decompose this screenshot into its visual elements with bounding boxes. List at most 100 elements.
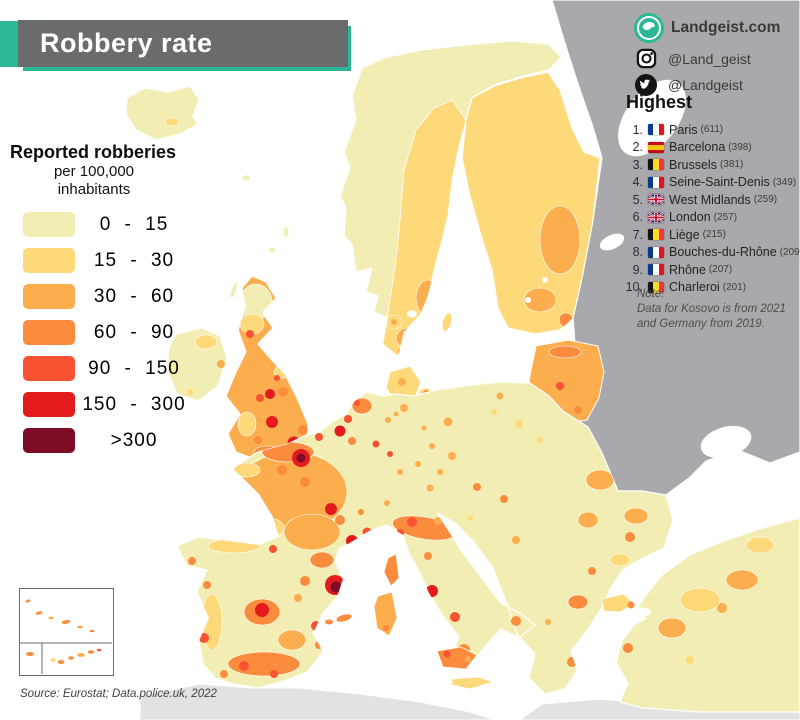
highest-region-value: (381) <box>719 159 744 171</box>
region-finland <box>461 71 601 335</box>
highest-entry: 7. Liège (215) <box>622 226 800 244</box>
note-line-1: Note: <box>637 288 665 300</box>
highest-rank: 5. <box>632 192 643 207</box>
note-line-3: and Germany from 2019. <box>637 318 765 330</box>
legend-swatch <box>23 428 75 453</box>
region-scandinavia <box>339 40 562 357</box>
highest-entry: 8. Bouches-du-Rhône(209) <box>622 244 800 262</box>
highest-region-value: (259) <box>753 194 778 206</box>
highest-rows: 1. Paris (611) 2. Barcelona (398) 3. Brussels (3… <box>622 121 800 296</box>
branding-website-row: Landgeist.com <box>634 13 780 43</box>
highest-rank: 8. <box>632 245 643 260</box>
region-turkey <box>601 517 800 713</box>
legend-item: 30 - 60 <box>8 284 204 309</box>
highest-region-value: (215) <box>702 229 726 241</box>
highest-region-name: Brussels <box>669 157 717 172</box>
highest-region-name: Paris <box>669 122 698 137</box>
legend-label: 90 - 150 <box>88 357 180 379</box>
highest-heading: Highest <box>626 92 693 112</box>
legend-swatch <box>23 320 75 345</box>
highest-region-name: Rhône <box>669 262 706 277</box>
website-label: Landgeist.com <box>671 19 781 36</box>
flag-icon-be <box>648 229 664 241</box>
highest-rank: 2. <box>632 140 643 155</box>
highest-region-value: (349) <box>772 176 797 188</box>
title-accent-tab <box>0 21 18 67</box>
flag-icon-fr <box>648 176 664 188</box>
highest-entry: 5. West Midlands (259) <box>622 191 800 209</box>
data-note: Note: Data for Kosovo is from 2021 and G… <box>637 287 786 332</box>
landgeist-logo-icon <box>634 13 664 43</box>
legend-item: 150 - 300 <box>8 392 204 417</box>
highest-entry: 2. Barcelona (398) <box>622 139 800 157</box>
highest-rank: 6. <box>632 210 643 225</box>
region-islands <box>325 313 696 702</box>
islands-inset-map <box>20 599 112 674</box>
highest-region-value: (398) <box>728 141 752 153</box>
instagram-handle: @Land_geist <box>668 50 751 67</box>
highest-list: Highest 1. Paris (611) 2. Barcelona (398) 3. Br… <box>622 92 800 296</box>
highest-rank: 4. <box>632 175 643 190</box>
highest-rank: 7. <box>632 227 643 242</box>
highest-region-name: West Midlands <box>669 192 751 207</box>
flag-icon-gb <box>648 211 664 223</box>
legend-label: 0 - 15 <box>99 213 169 235</box>
highest-rank: 9. <box>632 262 643 277</box>
branding-block: Landgeist.com @Land_geist @Landgeist <box>634 13 780 101</box>
flag-icon-es <box>648 141 664 153</box>
highest-rank: 3. <box>632 157 643 172</box>
highest-region-name: London <box>669 210 711 225</box>
legend-title: Reported robberies <box>10 142 177 162</box>
highest-region-value: (207) <box>708 264 733 276</box>
highest-entry: 9. Rhône (207) <box>622 261 800 279</box>
highest-region-value: (257) <box>713 211 738 223</box>
legend-label: 15 - 30 <box>93 249 175 271</box>
legend-label: 30 - 60 <box>93 285 175 307</box>
legend-swatch <box>23 356 75 381</box>
legend-item: 90 - 150 <box>8 356 204 381</box>
title-banner: Robbery rate <box>18 20 348 67</box>
islands-inset-box <box>19 588 114 676</box>
flag-icon-gb <box>648 194 664 206</box>
no-data-region-africa <box>139 683 800 720</box>
legend-items: 0 - 15 15 - 30 30 - 60 60 - 90 90 - 150 150 -… <box>8 212 204 453</box>
region-baltics <box>528 339 605 425</box>
legend-swatch <box>23 392 75 417</box>
region-iceland <box>125 85 200 141</box>
highest-region-name: Liège <box>669 227 700 242</box>
note-line-2: Data for Kosovo is from 2021 <box>637 303 786 315</box>
highest-region-name: Barcelona <box>669 140 726 155</box>
legend-subtitle-1: per 100,000 <box>53 163 135 180</box>
highest-entry: 1. Paris (611) <box>622 121 800 139</box>
legend-swatch <box>23 212 75 237</box>
highest-entry: 4. Seine-Saint-Denis (349) <box>622 174 800 192</box>
region-denmark <box>385 365 434 403</box>
highest-region-value: (209) <box>779 246 800 258</box>
highest-region-value: (611) <box>700 124 724 136</box>
map-legend: Reported robberies per 100,000 inhabitan… <box>8 142 204 464</box>
legend-item: 15 - 30 <box>8 248 204 273</box>
legend-item: 0 - 15 <box>8 212 204 237</box>
legend-label: 60 - 90 <box>93 321 175 343</box>
flag-icon-fr <box>648 246 664 258</box>
flag-icon-fr <box>648 264 664 276</box>
instagram-icon <box>634 48 658 69</box>
legend-swatch <box>23 284 75 309</box>
page-title: Robbery rate <box>40 28 213 58</box>
highest-region-name: Seine-Saint-Denis <box>669 175 770 190</box>
region-great-britain <box>225 175 309 462</box>
region-continental-europe <box>176 381 674 695</box>
highest-entry: 6. London (257) <box>622 209 800 227</box>
legend-label: 150 - 300 <box>82 393 186 415</box>
branding-instagram-row: @Land_geist <box>634 48 780 69</box>
source-credit: Source: Eurostat; Data.police.uk, 2022 <box>20 688 217 700</box>
legend-item: >300 <box>8 428 204 453</box>
legend-label: >300 <box>110 429 158 451</box>
highest-region-name: Bouches-du-Rhône <box>669 245 777 260</box>
legend-item: 60 - 90 <box>8 320 204 345</box>
legend-subtitle-2: inhabitants <box>57 181 131 198</box>
legend-swatch <box>23 248 75 273</box>
flag-icon-be <box>648 159 664 171</box>
twitter-handle: @Landgeist <box>668 77 743 93</box>
